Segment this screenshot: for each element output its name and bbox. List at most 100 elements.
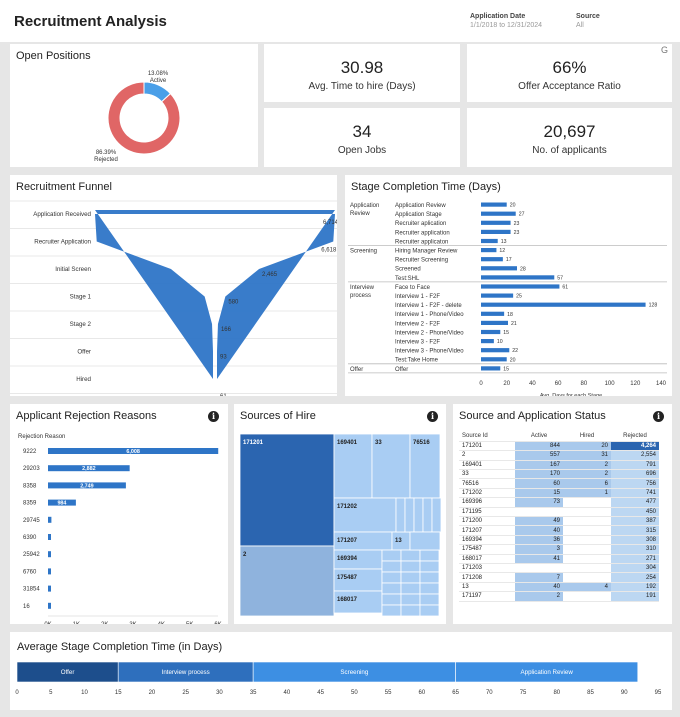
status-cell: 31 [563,450,611,461]
table-row[interactable]: 171202 15 1 741 [459,488,659,498]
status-cell [563,545,611,554]
stage-value-label: 57 [557,275,563,281]
stage-bar [481,266,517,271]
table-row[interactable]: 171203 304 [459,563,659,573]
stage-value-label: 12 [499,248,505,254]
status-cell: 4,264 [611,441,659,451]
table-row[interactable]: 13 40 4 192 [459,582,659,592]
status-column-header[interactable]: Hired [579,433,595,440]
offer-acceptance-label: Offer Acceptance Ratio [518,81,621,92]
time-to-hire-value: 30.98 [340,58,384,77]
table-row[interactable]: 76516 60 6 756 [459,478,659,489]
rejection-value-label: 984 [57,501,66,507]
rejection-info-icon[interactable]: i [208,411,219,422]
stage-axis-label: Avg. Days for each Stage [540,393,602,396]
stage-item-label: Recruiter Screening [395,258,448,264]
funnel-chart: Application Received 6,714 Recruiter Appli… [10,200,337,396]
recruitment-funnel-card: Recruitment Funnel Application Received 6… [10,175,337,396]
kpi-offer-acceptance: G 66% Offer Acceptance Ratio [467,44,672,102]
status-cell: 271 [611,554,659,564]
treemap-small-cell [400,549,421,562]
status-info-icon[interactable]: i [653,411,664,422]
rejection-bar [48,585,51,592]
treemap-small-cell [404,497,415,533]
status-cell: 254 [611,572,659,583]
status-cell [563,535,611,544]
table-row[interactable]: 171195 450 [459,507,659,517]
table-row[interactable]: 33 170 2 696 [459,469,659,479]
status-cell [563,498,611,507]
status-title: Source and Application Status [459,410,606,422]
rejection-bar [48,516,52,523]
funnel-value-label: 61 [220,394,227,396]
treemap-small-cell [400,593,421,606]
open-jobs-value: 34 [352,122,372,141]
stage-item-label: Offer [395,367,408,373]
stage-bar [481,366,501,371]
stage-axis-tick: 140 [656,381,667,387]
funnel-stage-label: Application Received [33,211,91,218]
status-cell: 167 [515,460,563,470]
donut-slice-rejected [107,81,181,155]
funnel-value-label: 2,465 [262,272,278,278]
stage-value-label: 18 [507,312,513,318]
treemap-cell-label: 171207 [337,538,358,544]
stage-value-label: 23 [514,221,520,227]
rejection-axis-tick: 3K [129,622,136,624]
rejection-value-label: 2,882 [82,466,96,472]
stage-axis-tick: 80 [581,381,588,387]
sources-of-hire-card: Sources of Hire i 171201 2 169401 33 76516 17… [234,404,446,624]
status-cell: 557 [515,450,563,461]
status-column-header[interactable]: Rejected [623,433,647,440]
treemap-small-cell [381,582,402,595]
source-filter[interactable]: Source All [576,13,600,29]
avg-stage-segment [455,661,639,683]
table-row[interactable]: 171208 7 254 [459,572,659,583]
offer-acceptance-value: 66% [552,58,587,77]
table-row[interactable]: 171197 2 191 [459,591,659,602]
funnel-stage-label: Hired [76,376,91,383]
status-table-wrap[interactable]: Source Id Active Hired Rejected 171201 844 20 4… [459,432,665,622]
status-cell: 450 [611,507,659,517]
avg-stage-axis-tick: 10 [81,690,88,696]
funnel-stage-label: Stage 1 [70,294,92,301]
table-row[interactable]: 175487 3 310 [459,544,659,555]
stage-item-label: Test:Take Home [395,358,439,364]
stage-value-label: 61 [562,285,568,291]
rejection-chart: Rejection Reason 9222 6,008 29203 2,882 8358 2… [18,434,222,624]
application-date-filter[interactable]: Application Date 1/1/2018 to 12/31/2024 [470,13,542,29]
status-cell: 40 [515,525,563,536]
treemap-cell [409,433,441,499]
table-row[interactable]: 169396 73 477 [459,497,659,508]
treemap-cell-label: 169394 [337,556,358,562]
stage-group-label: process [350,293,371,299]
table-row[interactable]: 168017 41 271 [459,554,659,564]
status-cell: 2 [563,469,611,479]
stage-value-label: 28 [520,266,526,272]
status-cell: 2 [515,591,563,602]
sources-info-icon[interactable]: i [427,411,438,422]
stage-bar [481,320,508,325]
status-column-header[interactable]: Active [530,433,548,440]
avg-stage-axis-tick: 90 [621,690,628,696]
avg-stage-axis-tick: 65 [452,690,459,696]
table-row[interactable]: 171207 40 315 [459,525,659,536]
table-row[interactable]: 171200 49 387 [459,516,659,526]
table-row[interactable]: 169394 36 308 [459,535,659,545]
kpi-open-jobs: 34 Open Jobs [264,108,460,167]
status-cell: 171200 [462,518,483,525]
status-cell: 76516 [462,480,479,487]
status-column-header[interactable]: Source Id [462,433,488,440]
stage-axis-tick: 60 [555,381,562,387]
stage-group-label: Application [350,203,379,209]
treemap-cell-label: 2 [243,552,247,558]
rejection-bar [48,448,219,454]
status-cell: 477 [611,497,659,508]
table-row[interactable]: 171201 844 20 4,264 [459,441,659,451]
time-to-hire-label: Avg. Time to hire (Days) [308,81,416,92]
stage-item-label: Interview 2 - Phone/Video [395,330,464,336]
status-cell: 15 [515,488,563,498]
table-row[interactable]: 169401 167 2 791 [459,460,659,470]
status-cell [563,526,611,535]
table-row[interactable]: 2 557 31 2,554 [459,450,659,461]
